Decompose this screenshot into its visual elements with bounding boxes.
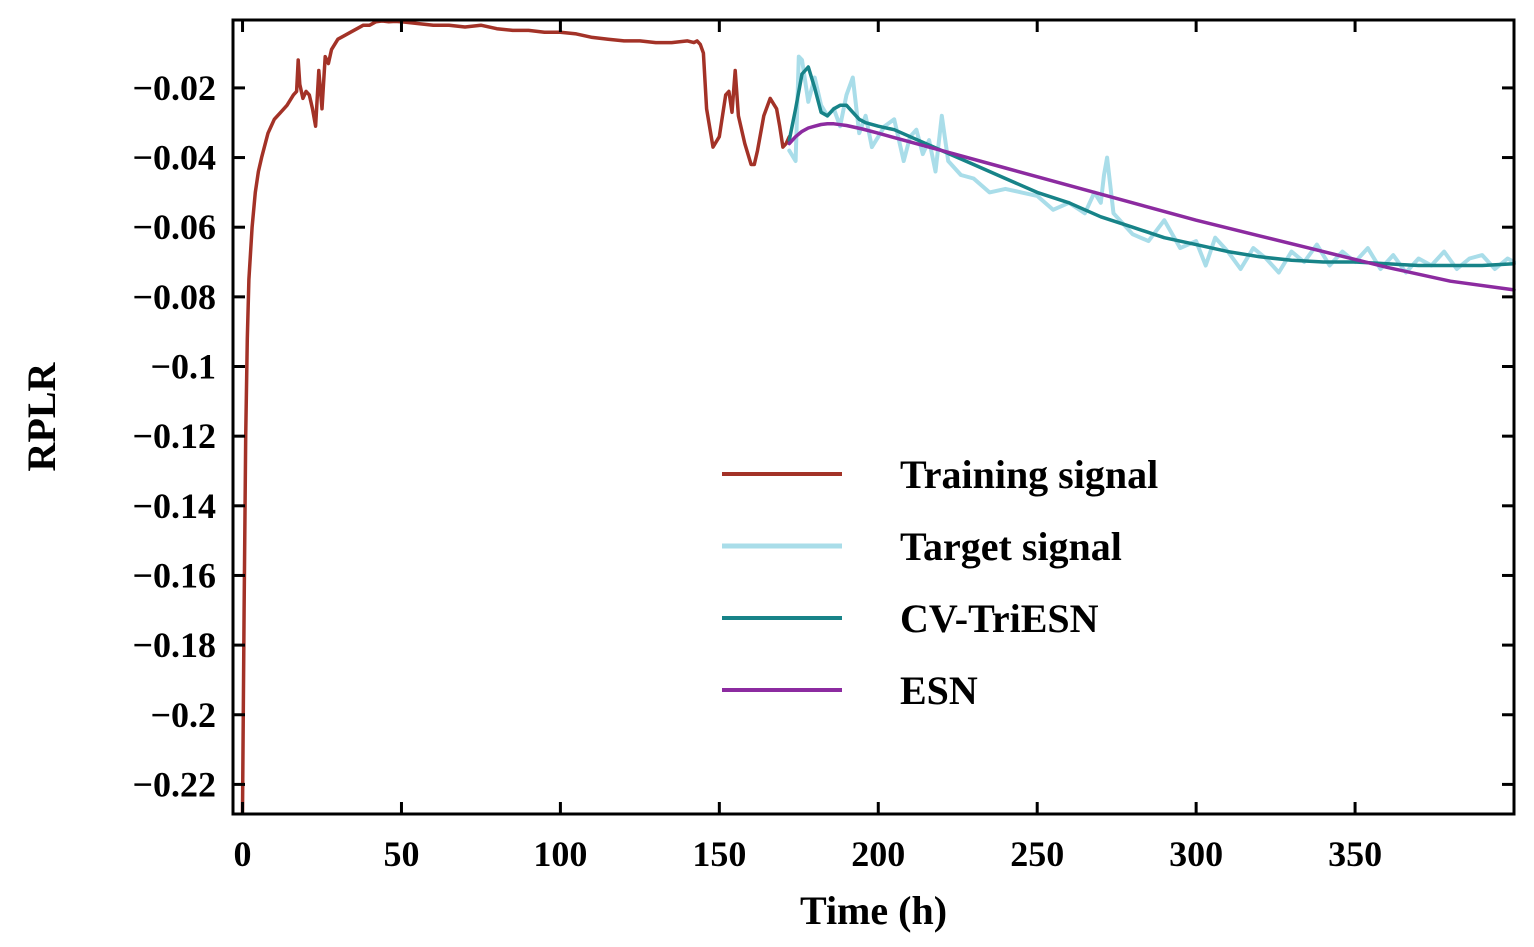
series-line-cv-triesn [787,65,1516,268]
legend-label: Target signal [900,524,1122,569]
plot-frame [231,18,1516,816]
x-tick-label: 250 [1010,834,1064,874]
y-tick-label: −0.02 [132,68,216,108]
x-tick-label: 50 [383,834,419,874]
y-tick-label: −0.22 [132,764,216,804]
x-tick-label: 350 [1328,834,1382,874]
legend: Training signal Target signal CV-TriESN ESN [722,452,1158,713]
x-tick-label: 0 [234,834,252,874]
y-tick-label: −0.04 [132,138,216,178]
ticks-layer: 0 50 100 150 200 250 300 350 −0.02 −0.04 −0.06 −0.0… [132,20,1514,874]
y-tick-label: −0.16 [132,555,216,595]
y-tick-label: −0.06 [132,207,216,247]
y-tick-label: −0.18 [132,625,216,665]
series-layer [240,19,1516,815]
legend-label: ESN [900,668,978,713]
x-tick-label: 100 [533,834,587,874]
y-tick-label: −0.2 [150,695,216,735]
legend-label: Training signal [900,452,1158,497]
x-tick-label: 150 [692,834,746,874]
series-line-training-signal [240,19,792,815]
y-tick-label: −0.08 [132,277,216,317]
y-tick-label: −0.12 [132,416,216,456]
y-tick-label: −0.14 [132,486,216,526]
y-axis-label: RPLR [19,361,64,471]
x-axis-label: Time (h) [800,888,947,933]
y-tick-label: −0.1 [150,347,216,387]
series-line-target-signal [787,54,1516,275]
series-line-esn [787,122,1516,292]
legend-label: CV-TriESN [900,596,1099,641]
x-tick-label: 300 [1169,834,1223,874]
x-tick-label: 200 [851,834,905,874]
